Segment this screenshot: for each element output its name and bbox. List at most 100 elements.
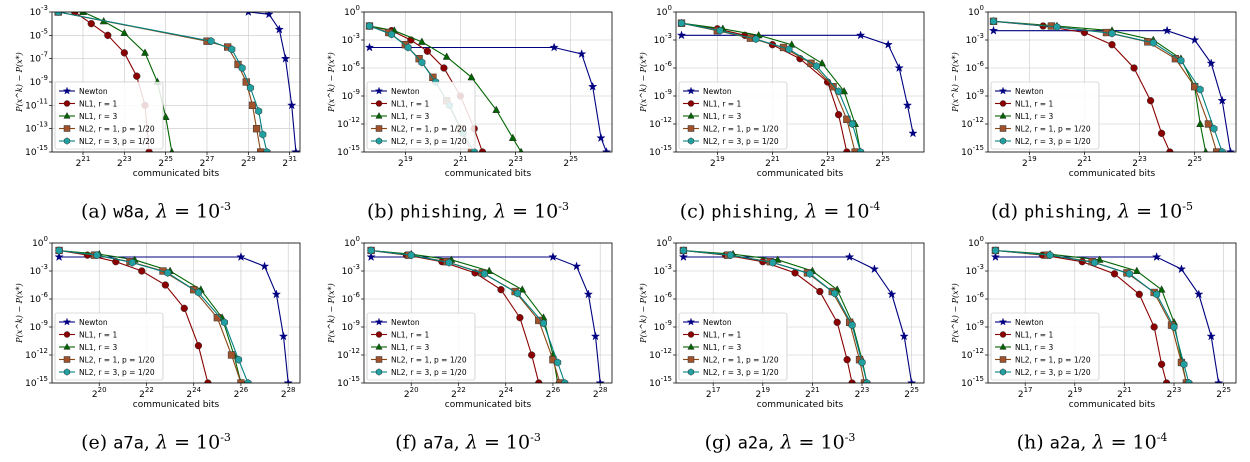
legend-label: NL1, r = 1 bbox=[79, 331, 117, 340]
data-point-star bbox=[577, 49, 587, 58]
caption-lambda-exponent: -3 bbox=[530, 431, 541, 444]
data-point-hexagon bbox=[1153, 290, 1161, 299]
x-tick-label: 225 bbox=[158, 155, 173, 169]
caption-lambda-exponent: -3 bbox=[558, 200, 569, 213]
data-point-circle bbox=[848, 379, 856, 383]
caption-dataset: a7a bbox=[423, 433, 454, 454]
data-point-triangle bbox=[492, 105, 501, 113]
legend-label: NL2, r = 1, p = 1/20 bbox=[391, 125, 467, 134]
data-point-star bbox=[588, 81, 598, 91]
data-point-circle bbox=[133, 72, 141, 80]
data-point-hexagon bbox=[207, 37, 215, 46]
data-point-circle bbox=[194, 342, 203, 350]
data-point-star bbox=[676, 30, 687, 40]
legend-label: NL2, r = 3, p = 1/20 bbox=[703, 368, 779, 377]
y-tick-label: 10-9 bbox=[30, 319, 48, 333]
plot-frame bbox=[675, 242, 925, 384]
legend-marker-hexagon bbox=[687, 137, 695, 145]
x-tick-label: 223 bbox=[117, 155, 132, 169]
y-tick-label: 100 bbox=[968, 4, 984, 18]
x-tick-label: 223 bbox=[1167, 386, 1182, 400]
data-point-circle bbox=[535, 379, 543, 383]
data-point-star bbox=[844, 252, 855, 261]
legend-marker-triangle bbox=[687, 343, 695, 350]
caption-prefix: (a) bbox=[81, 200, 114, 223]
data-point-hexagon bbox=[991, 246, 999, 255]
data-point-hexagon bbox=[785, 45, 793, 54]
x-tick-label: 219 bbox=[755, 386, 770, 400]
data-point-triangle bbox=[467, 72, 476, 81]
legend-label: NL1, r = 3 bbox=[703, 343, 741, 352]
legend-marker-square bbox=[63, 356, 71, 363]
y-tick-label: 10-3 bbox=[654, 32, 672, 46]
x-tick-label: 231 bbox=[282, 155, 297, 169]
legend-marker-hexagon bbox=[999, 137, 1007, 145]
series-line-star bbox=[59, 256, 289, 383]
series-group bbox=[988, 16, 1236, 152]
legend-label: Newton bbox=[391, 318, 420, 327]
y-tick-label: 10-15 bbox=[961, 144, 984, 158]
x-tick-label: 219 bbox=[1067, 386, 1082, 400]
y-tick-label: 10-15 bbox=[649, 144, 672, 158]
chart-svg: 221 223 225 227 229 231 10-15 10-13 10-11 10-9 10-… bbox=[15, 4, 301, 179]
legend-label: NL2, r = 3, p = 1/20 bbox=[79, 368, 155, 377]
data-point-triangle bbox=[840, 86, 849, 95]
y-tick-label: 10-15 bbox=[25, 144, 48, 158]
legend-marker-hexagon bbox=[63, 368, 71, 376]
x-tick-label: 228 bbox=[593, 386, 608, 400]
data-point-square bbox=[556, 379, 564, 383]
data-point-star bbox=[1206, 58, 1216, 68]
data-point-star bbox=[1162, 25, 1172, 35]
legend-marker-hexagon bbox=[687, 368, 695, 376]
data-point-triangle bbox=[818, 58, 827, 67]
legend-marker-square bbox=[999, 125, 1007, 132]
y-tick-label: 10-6 bbox=[654, 60, 673, 74]
series-group bbox=[990, 246, 1224, 383]
series-line-star bbox=[681, 34, 914, 134]
data-point-star bbox=[601, 147, 612, 152]
data-point-triangle bbox=[417, 37, 426, 45]
legend-marker-circle bbox=[999, 100, 1007, 107]
data-point-star bbox=[590, 331, 601, 341]
chart-panel-b: 219 221 223 225 10-15 10-12 10-9 10-6 10-3 100 com… bbox=[312, 0, 624, 231]
x-tick-label: 219 bbox=[1022, 155, 1037, 169]
series-line-hexagon bbox=[683, 249, 868, 383]
caption-lambda-exponent: -4 bbox=[1156, 431, 1168, 444]
data-point-star bbox=[596, 133, 606, 142]
series-group bbox=[676, 18, 918, 152]
data-point-circle bbox=[478, 148, 487, 152]
data-point-circle bbox=[1157, 129, 1166, 137]
chart-panel-h: 217 219 221 223 225 10-15 10-12 10-9 10-6 10-3 100… bbox=[936, 231, 1248, 462]
legend: Newton NL1, r = 1 NL1, r = 3 NL2, r = 1, p … bbox=[990, 312, 1100, 381]
data-point-hexagon bbox=[678, 19, 686, 28]
data-point-star bbox=[906, 378, 917, 383]
x-tick-label: 217 bbox=[1018, 386, 1033, 400]
legend-marker-hexagon bbox=[375, 137, 383, 145]
chart-svg: 219 221 223 225 10-15 10-12 10-9 10-6 10-3 100 com… bbox=[327, 4, 613, 179]
y-axis-label: P(x^k) − P(x*) bbox=[639, 52, 648, 113]
data-point-hexagon bbox=[445, 258, 453, 267]
data-point-hexagon bbox=[1210, 124, 1218, 133]
legend-marker-hexagon bbox=[63, 137, 71, 145]
data-point-circle bbox=[87, 20, 95, 28]
x-tick-label: 221 bbox=[805, 386, 820, 400]
chart-svg: 219 221 223 225 10-15 10-12 10-9 10-6 10-3 100 com… bbox=[639, 4, 925, 179]
data-point-hexagon bbox=[238, 63, 246, 73]
legend-label: NL1, r = 3 bbox=[79, 343, 117, 352]
data-point-star bbox=[264, 12, 274, 19]
data-point-hexagon bbox=[554, 358, 562, 367]
data-point-square bbox=[1204, 120, 1213, 128]
legend-label: NL1, r = 1 bbox=[1015, 331, 1053, 340]
x-tick-label: 228 bbox=[281, 386, 296, 400]
series-line-hexagon bbox=[995, 249, 1190, 383]
data-point-triangle bbox=[161, 112, 170, 120]
caption-lambda: , λ = 10 bbox=[453, 431, 531, 454]
y-axis-label: P(x^k) − P(x*) bbox=[951, 283, 960, 344]
data-point-triangle bbox=[120, 28, 129, 36]
data-point-square bbox=[1213, 148, 1221, 152]
x-tick-label: 221 bbox=[453, 155, 468, 169]
legend-label: NL2, r = 3, p = 1/20 bbox=[391, 368, 467, 377]
data-point-triangle bbox=[518, 285, 527, 293]
panel-caption: (e) a7a, λ = 10-3 bbox=[0, 431, 312, 453]
data-point-star bbox=[678, 252, 689, 261]
